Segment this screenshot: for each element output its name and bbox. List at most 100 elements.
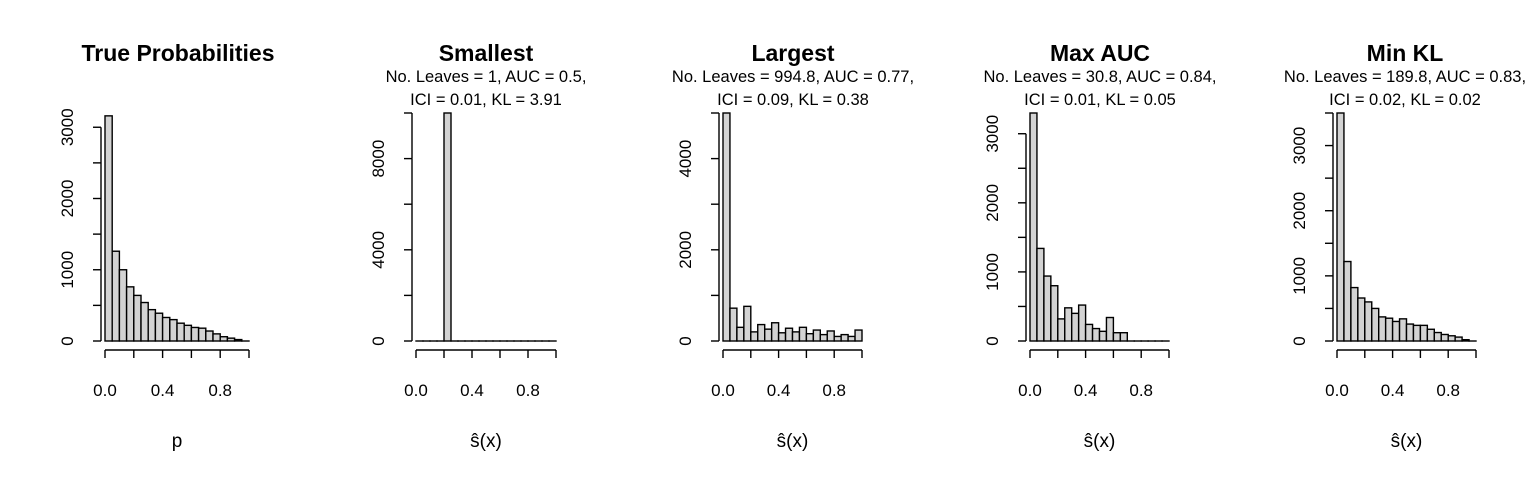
y-tick-label: 0 [58,336,77,345]
histogram-bar [233,338,243,342]
histogram-bar [1350,286,1359,342]
panel-title: Min KL [1367,40,1444,66]
histogram-bar [154,312,164,342]
x-tick-label: 0.0 [1325,381,1349,400]
histogram-bar [1105,316,1115,342]
x-axis-label: ŝ(x) [470,431,502,452]
histogram-bar [1426,328,1435,342]
x-axis-label: ŝ(x) [1391,431,1423,452]
histogram-bar [1112,332,1122,342]
y-tick-label: 3000 [983,115,1002,153]
panel-subtitle-line: No. Leaves = 189.8, AUC = 0.83, [1284,68,1526,86]
histogram-bar [118,269,128,342]
x-tick-label: 0.4 [460,381,484,400]
x-tick-label: 0.8 [1129,381,1153,400]
histogram-bar [812,329,821,342]
histogram-bar [1029,112,1038,342]
histogram-bar [722,112,731,342]
x-tick-label: 0.8 [208,381,232,400]
histogram-panel-2: Smallest No. Leaves = 1, AUC = 0.5, ICI = … [369,40,586,452]
panel-subtitle-line: ICI = 0.01, KL = 0.05 [1024,91,1176,109]
histogram-bar [1377,316,1387,342]
histogram-bar [854,329,863,342]
x-tick-label: 0.4 [1074,381,1098,400]
histogram-bar [847,335,856,342]
histogram-bar [1364,301,1373,342]
histogram-bar [140,301,149,342]
histogram-bar [1057,318,1066,342]
histogram-bar [777,332,787,342]
histogram-bar [791,331,801,342]
y-tick-label: 1000 [58,251,77,289]
histogram-bar [197,327,207,342]
histogram-bar [1447,335,1456,342]
x-axis-label: p [172,431,183,452]
histogram-bar [805,333,815,342]
y-tick-label: 8000 [369,140,388,178]
histogram-bar [1357,297,1366,342]
y-tick-label: 0 [369,336,388,345]
histogram-bar [1336,112,1345,342]
histogram-bar [1419,324,1429,342]
histogram-bar [819,333,828,342]
y-tick-label: 2000 [1290,192,1309,230]
panel-title: Smallest [439,40,534,66]
histogram-bar [1084,323,1094,342]
histogram-bar [1384,317,1394,342]
histogram-bar [1070,312,1080,342]
panel-subtitle-line: ICI = 0.01, KL = 3.91 [410,91,562,109]
histogram-bar [1043,275,1052,342]
y-tick-label: 0 [1290,336,1309,345]
histogram-bar [770,322,780,342]
histogram-bar [833,335,842,342]
histogram-bar [1343,260,1352,342]
histogram-bar [1405,323,1415,342]
histogram-bar [443,112,452,342]
panel-subtitle-line: ICI = 0.09, KL = 0.38 [717,91,869,109]
x-axis-label: ŝ(x) [777,431,809,452]
y-tick-label: 3000 [58,108,77,146]
histogram-bar [1119,332,1128,342]
y-tick-label: 1000 [1290,257,1309,295]
y-tick-label: 2000 [676,231,695,269]
y-tick-label: 4000 [676,140,695,178]
histogram-bar [125,286,135,342]
histogram-bar [1440,333,1449,342]
histogram-bar [826,330,835,342]
x-axis-label: ŝ(x) [1084,431,1116,452]
histogram-panel-4: Max AUC No. Leaves = 30.8, AUC = 0.84, ICI… [983,40,1216,452]
panel-title: True Probabilities [82,40,275,66]
histogram-bar [798,326,808,342]
histogram-bar [111,250,121,342]
y-tick-label: 0 [676,336,695,345]
histogram-bar [169,318,178,342]
x-tick-label: 0.8 [822,381,846,400]
histogram-panel-1: True Probabilities 0 1000 2000 3000 0.0 0.4 0.8… [58,40,275,452]
histogram-bar [104,115,113,342]
histogram-bar [183,324,193,342]
histogram-bar [205,330,214,342]
histogram-bar [743,305,752,342]
histogram-bar [147,308,157,342]
histogram-bar [212,333,221,342]
x-tick-label: 0.0 [711,381,735,400]
histogram-bar [133,294,142,342]
histogram-bar [161,316,171,342]
x-tick-label: 0.4 [1381,381,1405,400]
histogram-panel-3: Largest No. Leaves = 994.8, AUC = 0.77, IC… [672,40,914,452]
histogram-bar [1371,307,1380,342]
y-tick-label: 1000 [983,253,1002,291]
y-tick-label: 2000 [983,184,1002,222]
histogram-bar [1461,338,1470,342]
panel-subtitle-line: No. Leaves = 1, AUC = 0.5, [386,68,587,86]
histogram-bar [226,337,236,342]
y-tick-label: 0 [983,336,1002,345]
histogram-bar [729,307,738,342]
x-tick-label: 0.4 [767,381,791,400]
x-tick-label: 0.8 [516,381,540,400]
panel-subtitle-line: No. Leaves = 30.8, AUC = 0.84, [984,68,1217,86]
histogram-bar [1454,336,1463,342]
histogram-bar [1077,304,1087,342]
histogram-bar [190,326,200,342]
panel-subtitle-line: ICI = 0.02, KL = 0.02 [1329,91,1481,109]
